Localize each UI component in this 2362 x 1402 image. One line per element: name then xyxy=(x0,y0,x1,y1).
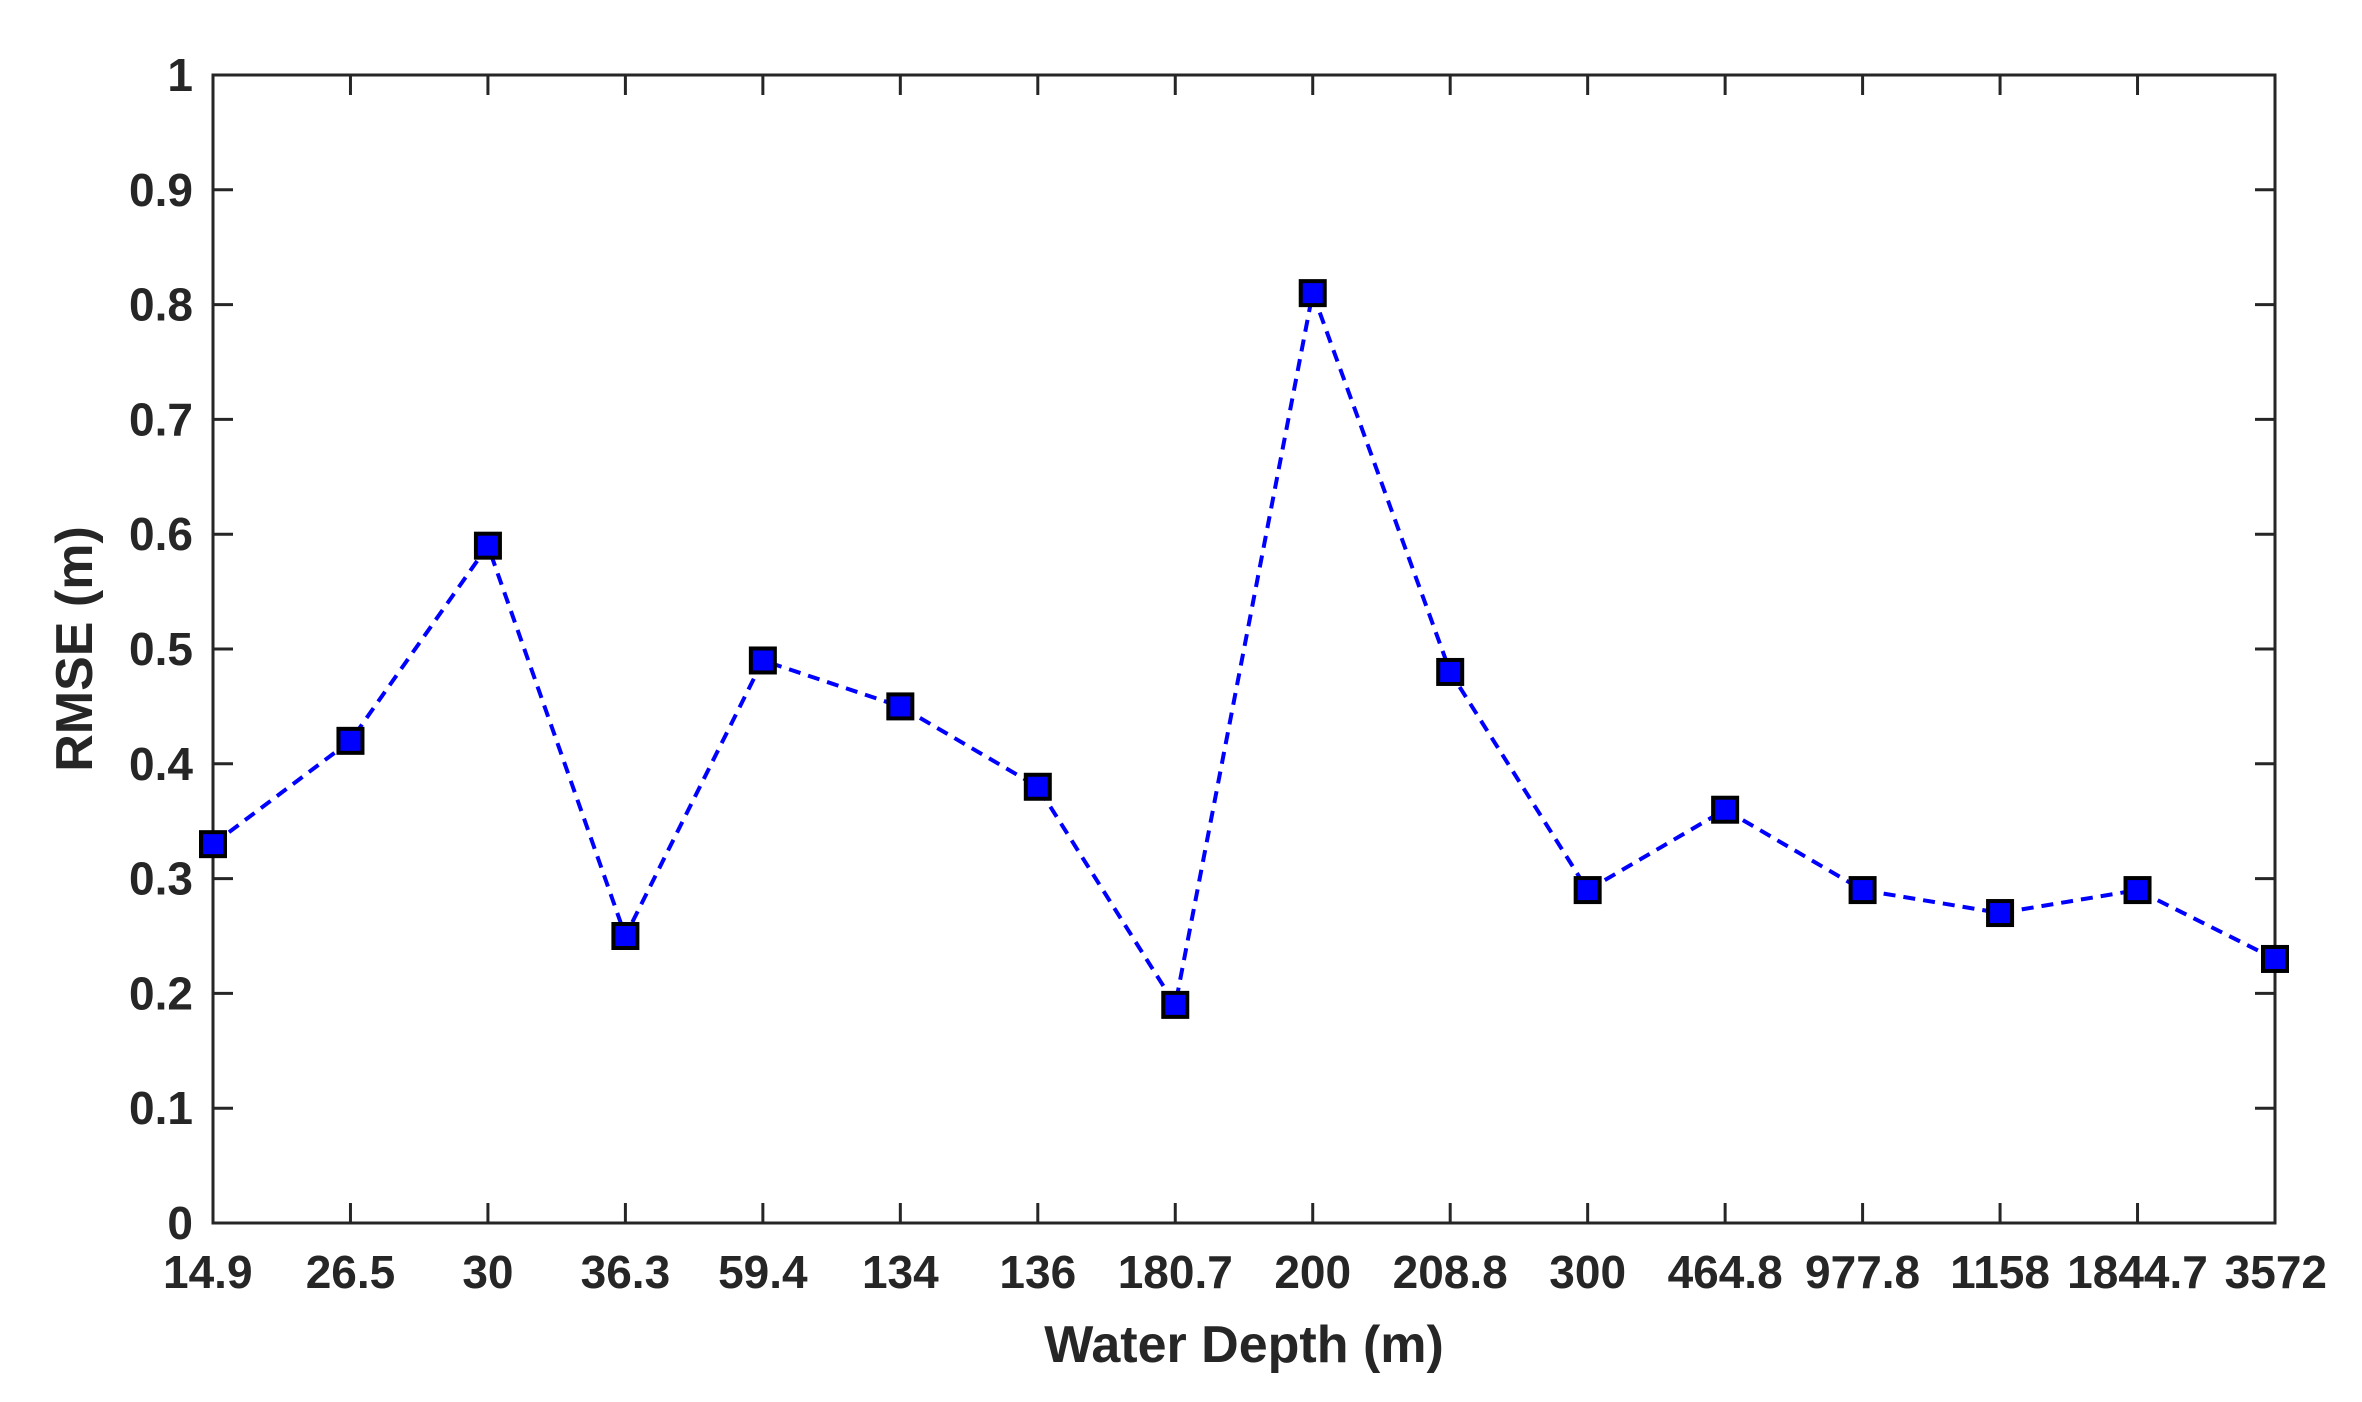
data-point xyxy=(473,531,502,560)
x-axis: 14.9 26.5 30 36.3 59.4 134 136 180.7 200 208.8 300… xyxy=(163,75,2327,1298)
data-point xyxy=(748,646,777,675)
data-point xyxy=(886,692,915,721)
x-tick-label: 134 xyxy=(862,1246,939,1298)
x-tick-label: 200 xyxy=(1274,1246,1351,1298)
x-tick-label: 464.8 xyxy=(1668,1246,1783,1298)
y-tick-label: 0.2 xyxy=(129,967,193,1019)
data-point xyxy=(1436,657,1465,686)
data-point xyxy=(199,830,227,859)
y-tick-label: 0.9 xyxy=(129,164,193,216)
data-point xyxy=(2261,944,2289,973)
x-tick-label: 300 xyxy=(1549,1246,1626,1298)
data-point xyxy=(1986,899,2015,928)
data-markers xyxy=(199,279,2289,1019)
x-tick-label: 59.4 xyxy=(718,1246,808,1298)
x-tick-label: 14.9 xyxy=(163,1246,253,1298)
x-tick-label: 136 xyxy=(999,1246,1076,1298)
x-tick-label: 208.8 xyxy=(1393,1246,1508,1298)
plot-area xyxy=(211,73,2277,1225)
x-tick-label: 1844.7 xyxy=(2067,1246,2208,1298)
y-tick-label: 0.7 xyxy=(129,393,193,445)
data-point xyxy=(1711,795,1740,824)
y-tick-label: 0 xyxy=(167,1197,193,1249)
data-point xyxy=(1298,279,1327,308)
x-tick-label: 977.8 xyxy=(1805,1246,1920,1298)
x-tick-label: 180.7 xyxy=(1118,1246,1233,1298)
y-tick-label: 0.5 xyxy=(129,623,193,675)
y-tick-label: 0.4 xyxy=(129,738,193,790)
y-axis: 0 0.1 0.2 0.3 0.4 0.5 0.6 0.7 0.8 0.9 1 xyxy=(129,49,2275,1249)
data-point xyxy=(1023,772,1052,801)
data-point xyxy=(611,922,640,950)
x-tick-label: 3572 xyxy=(2225,1246,2327,1298)
y-tick-label: 1 xyxy=(167,49,193,101)
x-tick-label: 30 xyxy=(462,1246,513,1298)
x-tick-label: 36.3 xyxy=(581,1246,671,1298)
data-point xyxy=(1848,876,1877,905)
y-tick-label: 0.6 xyxy=(129,508,193,560)
y-tick-label: 0.1 xyxy=(129,1082,193,1134)
x-axis-title: Water Depth (m) xyxy=(1044,1316,1444,1374)
y-tick-label: 0.8 xyxy=(129,279,193,331)
x-tick-label: 26.5 xyxy=(306,1246,396,1298)
data-point xyxy=(2123,876,2152,905)
data-point xyxy=(336,726,365,755)
series-line xyxy=(211,285,2276,1011)
data-point xyxy=(1573,876,1602,905)
data-point xyxy=(1161,990,1190,1019)
y-tick-label: 0.3 xyxy=(129,853,193,905)
x-tick-label: 1158 xyxy=(1950,1246,2050,1298)
y-axis-title: RMSE (m) xyxy=(46,526,104,772)
